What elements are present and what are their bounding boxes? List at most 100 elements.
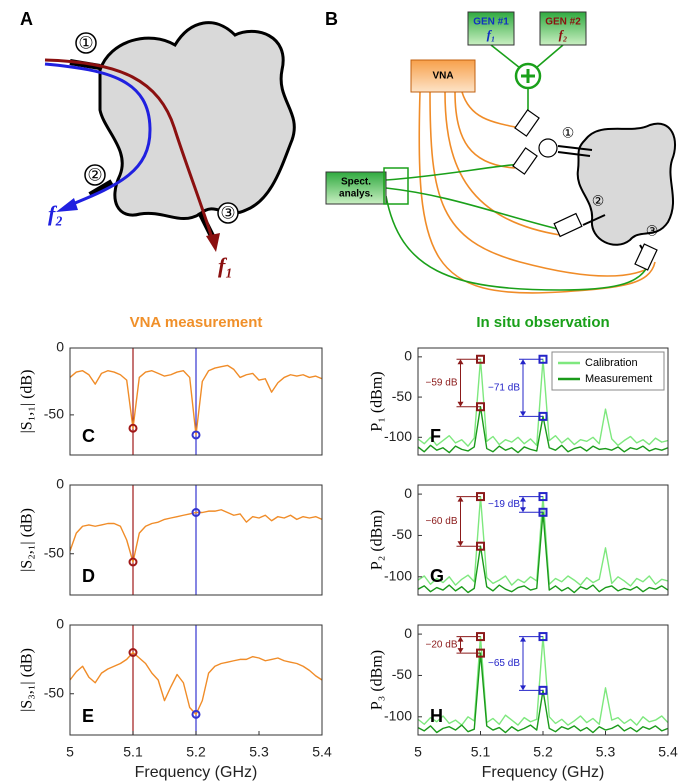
generator-box: [539, 11, 587, 46]
annotation-label: −65 dB: [488, 658, 520, 669]
marker: [538, 507, 548, 517]
axes-frame: [69, 484, 323, 596]
y-tick-label: -100: [384, 708, 412, 724]
x-tick-label: 5.3: [249, 744, 269, 760]
data-line: [70, 509, 322, 563]
marker: [538, 354, 548, 364]
y-axis-label: |S₁,₁| (dB): [19, 370, 36, 434]
y-axis-label: |S₃,₁| (dB): [19, 648, 36, 712]
chart-panel: 0 -50 |S₂,₁| (dB) D: [19, 476, 323, 596]
vna-label: VNA: [432, 71, 453, 82]
marker: [191, 508, 201, 517]
x-axis-label: Frequency (GHz): [482, 764, 605, 781]
legend-label: Calibration: [585, 357, 638, 369]
y-tick-label: 0: [404, 485, 412, 501]
cavity: [576, 122, 676, 246]
marker: [191, 709, 201, 719]
port-marker: [84, 164, 106, 186]
axes-frame: [69, 347, 323, 456]
panel-label: C: [82, 426, 95, 446]
generator-freq: f₂: [559, 27, 568, 42]
x-tick-label: 5.1: [471, 744, 491, 760]
marker: [476, 648, 485, 658]
marker: [476, 632, 485, 642]
port-number: ①: [562, 125, 575, 141]
y-tick-label: -50: [44, 544, 64, 560]
chart-panel: 0 -50 5 5.1 5.2 5.3 5.4 Frequency (GHz) |S₃,₁| (…: [19, 616, 332, 782]
port-marker: [217, 202, 239, 224]
marker: [476, 354, 485, 364]
x-tick-label: 5.2: [186, 744, 206, 760]
panel-label: A: [20, 9, 33, 29]
y-tick-label: -50: [392, 388, 412, 404]
arrow-head: [457, 359, 464, 407]
port-number: ②: [592, 193, 605, 209]
x-axis-label: Frequency (GHz): [135, 764, 258, 781]
output-label: f₂: [48, 201, 63, 226]
generator-box: [467, 11, 515, 46]
port-number: ①: [78, 33, 93, 52]
plot-content: [70, 625, 322, 735]
panel-label: B: [325, 9, 338, 29]
y-tick-label: -50: [44, 684, 64, 700]
port-marker: [75, 32, 97, 54]
switch: [383, 167, 409, 205]
panel-label: E: [82, 706, 94, 726]
generator-name: GEN #2: [545, 17, 581, 28]
analyzer-label: analys.: [339, 189, 373, 200]
y-axis-label: P₁ (dBm): [369, 371, 386, 431]
marker: [476, 541, 485, 551]
legend-label: Measurement: [585, 373, 652, 385]
path-f1: [44, 58, 214, 239]
generator-freq: f₁: [487, 27, 496, 42]
chart-panel: −20 dB −65 dB 0 -50 -100 5 5.1 5.2 5.3 5.4 Frequen…: [369, 624, 678, 781]
marker: [538, 411, 548, 421]
port-number: ③: [646, 223, 659, 239]
marker: [538, 492, 548, 502]
y-tick-label: -50: [392, 666, 412, 682]
cavity: [98, 21, 296, 220]
marker: [128, 557, 138, 567]
annotation-label: −20 dB: [426, 639, 458, 650]
circulator: [538, 138, 558, 158]
port-number: ②: [87, 165, 102, 184]
x-tick-label: 5.1: [123, 744, 143, 760]
arrow-head: [56, 198, 78, 212]
plot-content: [70, 485, 322, 595]
x-tick-label: 5: [66, 744, 74, 760]
y-tick-label: 0: [56, 339, 64, 355]
arrow-head: [457, 496, 464, 547]
vna-box: [410, 59, 476, 93]
annotation-label: −60 dB: [426, 516, 458, 527]
port: [88, 179, 114, 198]
panel-label: H: [430, 706, 443, 726]
x-tick-label: 5.4: [658, 744, 678, 760]
analyzer-label: Spect.: [341, 177, 371, 188]
chart-panel: 0 -50 |S₁,₁| (dB) C: [19, 339, 323, 456]
marker: [191, 430, 201, 440]
analyzer-box: [325, 171, 387, 205]
annotation-label: −71 dB: [488, 382, 520, 393]
panel-label: D: [82, 566, 95, 586]
diagram-b: B GEN #1 f₁ GEN #2 f₂ VNA Spect. ana: [325, 9, 676, 294]
y-tick-label: 0: [404, 625, 412, 641]
column-title: In situ observation: [476, 314, 609, 331]
generator-name: GEN #1: [473, 17, 509, 28]
plot-content: [70, 348, 322, 455]
column-title: VNA measurement: [130, 314, 263, 331]
port-number: ③: [220, 203, 235, 222]
axes-frame: [417, 484, 669, 596]
y-axis-label: P₂ (dBm): [369, 510, 386, 570]
x-tick-label: 5.2: [533, 744, 553, 760]
x-tick-label: 5: [414, 744, 422, 760]
annotation-label: −59 dB: [426, 378, 458, 389]
marker: [538, 685, 548, 695]
y-tick-label: -50: [44, 406, 64, 422]
marker: [128, 648, 138, 657]
y-tick-label: 0: [56, 476, 64, 492]
arrow-head: [457, 636, 464, 654]
marker: [476, 492, 485, 502]
marker: [538, 632, 548, 642]
data-line: [70, 364, 322, 436]
